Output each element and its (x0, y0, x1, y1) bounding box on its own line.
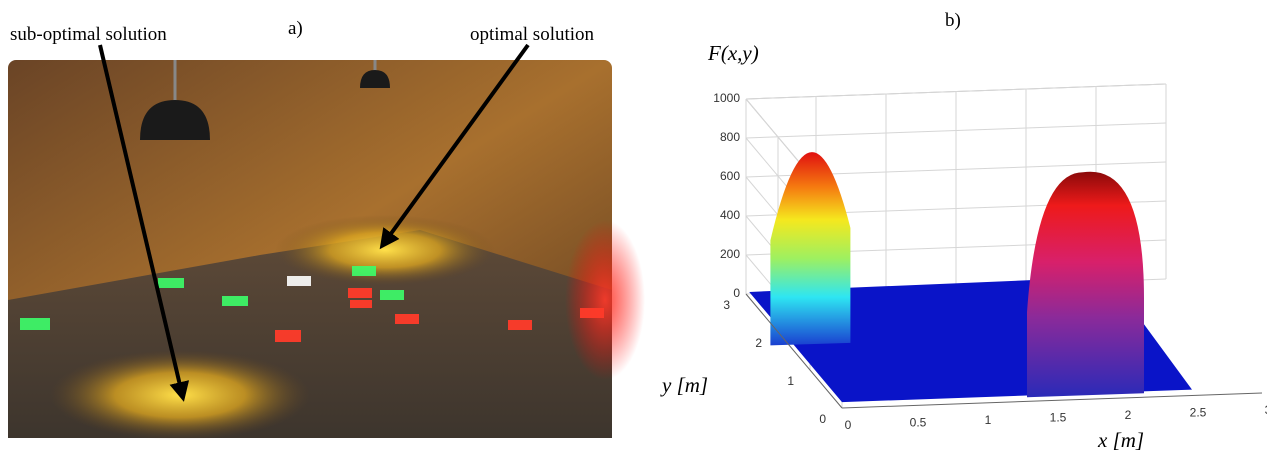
arrow (379, 43, 530, 250)
z-tick-label: 600 (720, 169, 740, 183)
z-tick-label: 400 (720, 208, 740, 222)
x-tick-label: 0 (845, 418, 852, 432)
x-tick-label: 2.5 (1190, 406, 1207, 420)
x-axis-label: x [m] (1097, 428, 1144, 452)
z-tick-label: 1000 (713, 91, 740, 105)
panel-label: b) (945, 10, 961, 31)
panel-label: a) (288, 18, 303, 39)
arrow (98, 44, 190, 402)
photo (8, 43, 645, 440)
annotation: optimal solution (470, 24, 595, 45)
y-tick-label: 2 (755, 336, 762, 350)
z-tick-label: 200 (720, 247, 740, 261)
x-tick-label: 1 (985, 413, 992, 427)
axis-line (745, 293, 843, 409)
z-axis-label: F(x,y) (707, 41, 759, 65)
surface-peak (1027, 171, 1144, 398)
axis-line (841, 392, 1263, 409)
x-tick-label: 2 (1125, 408, 1132, 422)
z-tick-label: 0 (733, 286, 740, 300)
y-tick-label: 1 (787, 374, 794, 388)
y-tick-label: 3 (723, 298, 730, 312)
z-tick-label: 800 (720, 130, 740, 144)
x-tick-label: 1.5 (1050, 411, 1067, 425)
y-tick-label: 0 (819, 412, 826, 426)
surface-peak (770, 152, 851, 346)
y-axis-label: y [m] (660, 373, 708, 397)
x-tick-label: 0.5 (910, 416, 927, 430)
x-tick-label: 3 (1265, 403, 1267, 417)
annotation: sub-optimal solution (10, 24, 167, 45)
